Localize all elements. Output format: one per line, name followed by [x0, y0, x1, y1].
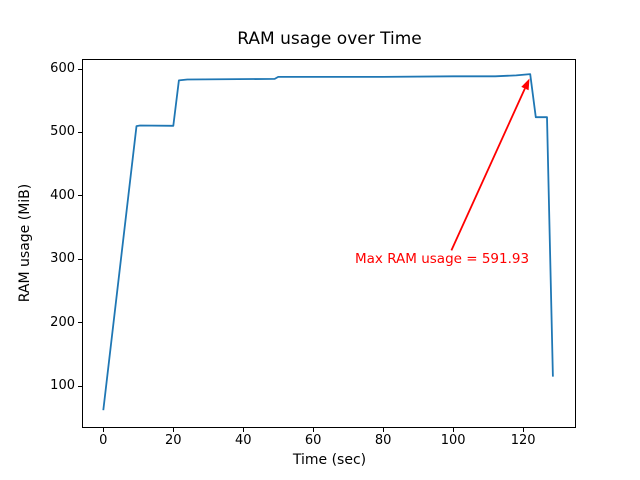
y-tick-mark	[78, 258, 82, 260]
y-tick-mark	[78, 385, 82, 387]
y-tick-mark	[78, 68, 82, 70]
x-tick-mark	[312, 428, 314, 432]
x-tick-mark	[242, 428, 244, 432]
y-tick-label: 400	[50, 187, 75, 203]
x-tick-mark	[382, 428, 384, 432]
max-ram-annotation: Max RAM usage = 591.93	[355, 251, 530, 267]
y-tick-label: 200	[50, 314, 75, 330]
y-tick-mark	[78, 195, 82, 197]
y-tick-label: 100	[50, 378, 75, 394]
y-tick-mark	[78, 131, 82, 133]
y-tick-mark	[78, 322, 82, 324]
x-tick-label: 60	[304, 433, 322, 448]
plot-area	[82, 59, 576, 428]
x-tick-label: 80	[374, 433, 392, 448]
x-tick-label: 40	[235, 433, 252, 448]
x-tick-label: 120	[510, 433, 536, 448]
y-axis-label: RAM usage (MiB)	[17, 183, 33, 303]
x-tick-mark	[522, 428, 524, 432]
x-tick-mark	[172, 428, 174, 432]
x-tick-mark	[102, 428, 104, 432]
x-tick-label: 0	[99, 433, 108, 448]
x-tick-label: 100	[440, 433, 466, 448]
y-tick-label: 500	[50, 124, 75, 140]
y-tick-label: 600	[50, 61, 75, 76]
chart-title: RAM usage over Time	[237, 29, 422, 49]
y-tick-label: 300	[50, 251, 75, 267]
x-axis-label: Time (sec)	[292, 452, 367, 468]
x-tick-label: 20	[165, 433, 182, 448]
x-tick-mark	[452, 428, 454, 432]
